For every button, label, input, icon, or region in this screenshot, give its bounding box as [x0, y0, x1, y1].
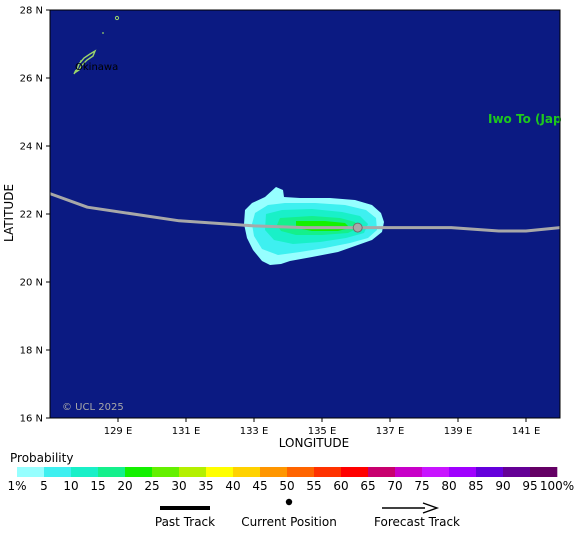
colorbar-segment [476, 467, 504, 477]
lon-tick-label: 137 E [376, 426, 405, 437]
lat-tick-label: 18 N [20, 346, 43, 357]
colorbar-label: 85 [468, 479, 483, 493]
lat-tick-label: 28 N [20, 6, 43, 17]
current-position-marker [352, 222, 363, 233]
map-panel: Okinawa Iwo To (Jap © UCL 2025 [49, 9, 562, 419]
legend-forecast-track: Forecast Track [374, 502, 460, 529]
colorbar-label: 95 [522, 479, 537, 493]
lat-tick-label: 26 N [20, 74, 43, 85]
colorbar-segment [422, 467, 450, 477]
lat-tick-label: 20 N [20, 278, 43, 289]
colorbar-segment [44, 467, 72, 477]
colorbar-label: 35 [198, 479, 213, 493]
colorbar-segment [125, 467, 153, 477]
legend-past-track: Past Track [155, 506, 215, 529]
colorbar-label: 60 [333, 479, 348, 493]
colorbar-label: 1% [7, 479, 26, 493]
colorbar-segment [341, 467, 369, 477]
copyright-text: © UCL 2025 [62, 402, 124, 413]
small-island [80, 60, 82, 62]
colorbar-label: 30 [171, 479, 186, 493]
colorbar-segment [368, 467, 396, 477]
colorbar-label: 25 [144, 479, 159, 493]
colorbar-label: 5 [40, 479, 48, 493]
colorbar-segment [287, 467, 315, 477]
legend-current-position: Current Position [241, 498, 337, 529]
colorbar-segment [530, 467, 558, 477]
colorbar-label: 10 [63, 479, 78, 493]
colorbar-label: 65 [360, 479, 375, 493]
lon-tick-label: 129 E [104, 426, 133, 437]
lat-tick-label: 22 N [20, 210, 43, 221]
current-position-label: Current Position [241, 515, 337, 529]
colorbar-segment [395, 467, 423, 477]
colorbar-label: 55 [306, 479, 321, 493]
colorbar-label: 100% [540, 479, 574, 493]
colorbar-label: 70 [387, 479, 402, 493]
y-axis-title: LATITUDE [2, 184, 16, 242]
small-island [102, 32, 104, 34]
lon-tick-label: 135 E [308, 426, 337, 437]
colorbar-label: 90 [495, 479, 510, 493]
lon-tick-label: 131 E [172, 426, 201, 437]
lat-tick-label: 24 N [20, 142, 43, 153]
current-position-symbol [285, 498, 293, 506]
colorbar-segment [98, 467, 126, 477]
colorbar-segment [206, 467, 234, 477]
longitude-axis: 129 E 131 E 133 E 135 E 137 E 139 E 141 E [104, 418, 541, 437]
small-island [114, 15, 120, 21]
x-axis-title: LONGITUDE [279, 436, 349, 450]
latitude-axis: 28 N 26 N 24 N 22 N 20 N 18 N 16 N [20, 6, 50, 425]
lon-tick-label: 133 E [240, 426, 269, 437]
colorbar-label: 75 [414, 479, 429, 493]
lat-tick-label: 16 N [20, 414, 43, 425]
colorbar-segment [449, 467, 477, 477]
place-label-okinawa: Okinawa [75, 62, 118, 73]
colorbar-label: 40 [225, 479, 240, 493]
probability-colorbar-labels: 1% 5 10 15 20 25 30 35 40 45 50 55 60 65 70 75 80 85 90 95 1… [7, 479, 574, 493]
land-features [73, 15, 120, 75]
colorbar-segment [152, 467, 180, 477]
colorbar-label: 50 [279, 479, 294, 493]
forecast-track-label: Forecast Track [374, 515, 460, 529]
lon-tick-label: 139 E [444, 426, 473, 437]
island-fragment [73, 69, 77, 75]
colorbar-segment [179, 467, 207, 477]
colorbar-label: 80 [441, 479, 456, 493]
colorbar-label: 20 [117, 479, 132, 493]
colorbar-segment [233, 467, 261, 477]
past-track-label: Past Track [155, 515, 215, 529]
lon-tick-label: 141 E [512, 426, 541, 437]
colorbar-segment [260, 467, 288, 477]
probability-colorbar [17, 467, 558, 477]
colorbar-segment [17, 467, 45, 477]
colorbar-label: 45 [252, 479, 267, 493]
colorbar-label: 15 [90, 479, 105, 493]
legend-title: Probability [10, 451, 73, 465]
colorbar-segment [71, 467, 99, 477]
colorbar-segment [314, 467, 342, 477]
colorbar-segment [503, 467, 531, 477]
place-label-iwo-to: Iwo To (Jap [488, 112, 562, 126]
forecast-arrowhead-icon [422, 502, 440, 514]
